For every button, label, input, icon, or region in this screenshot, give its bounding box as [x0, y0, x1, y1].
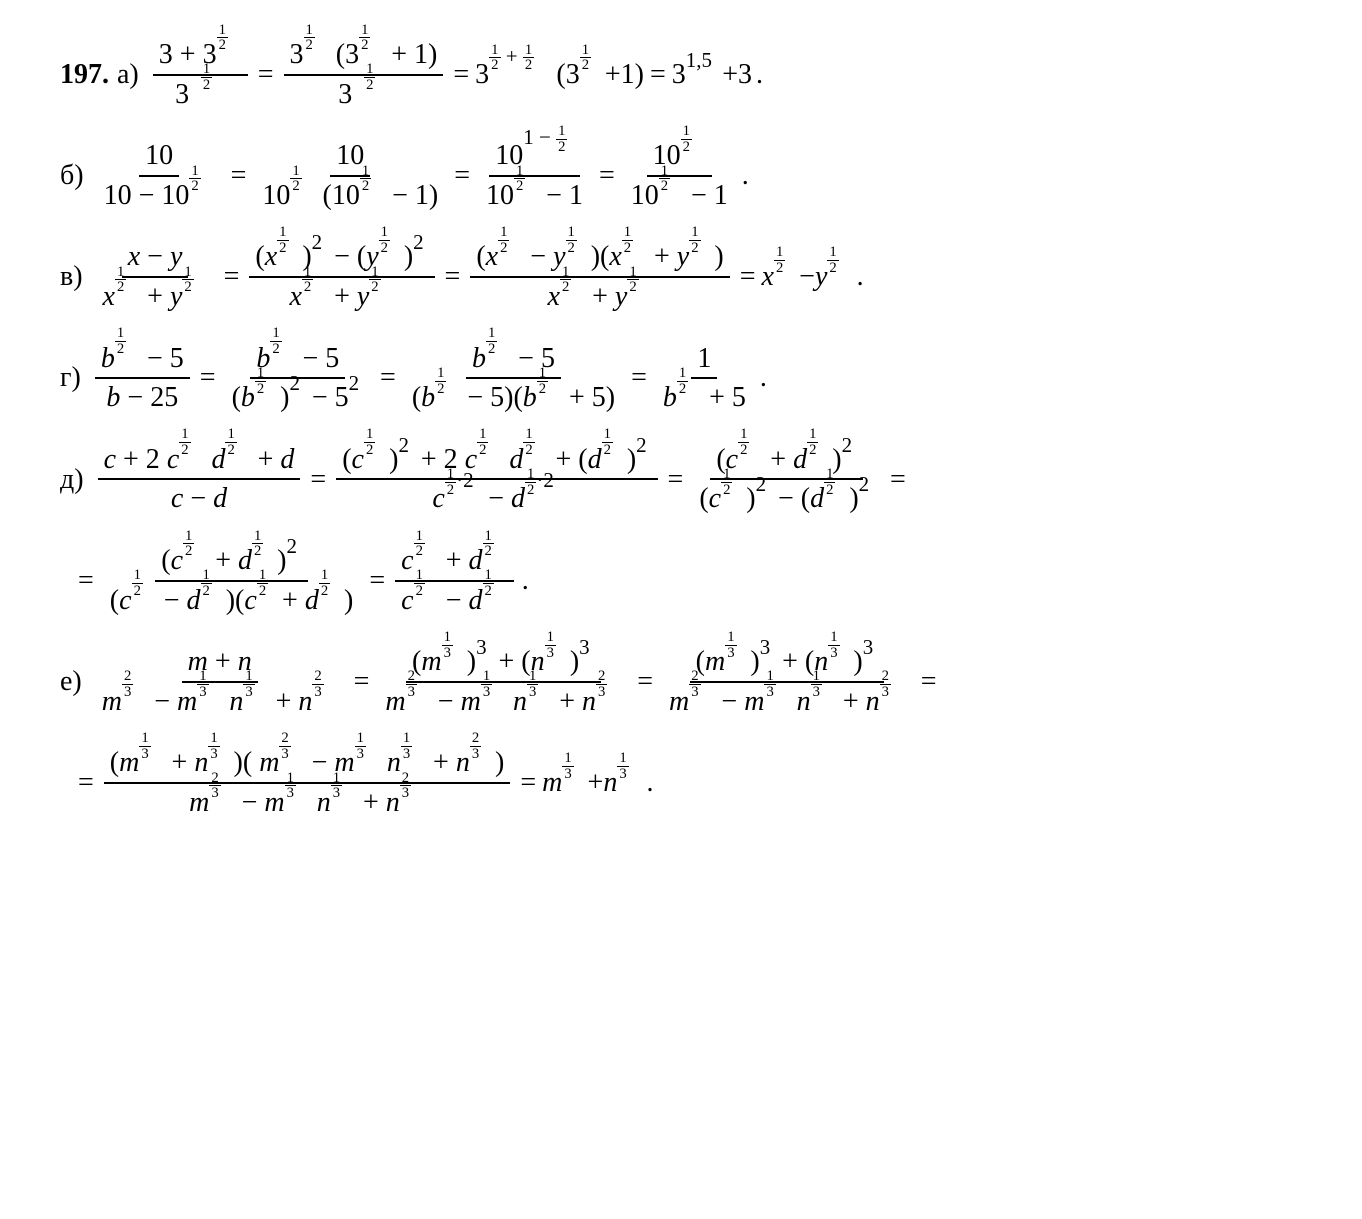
frac-b-3: 101 − 12 1012 − 1: [480, 139, 589, 212]
problem-e-line1: е) m + n m23 − m13 n13 + n23 = (m13)3 + …: [60, 645, 1322, 718]
frac-g-1: b12 − 5 b − 25: [95, 342, 190, 415]
frac-d-3: (c12 + d12)2 (c12)2 − (d12)2: [693, 443, 880, 516]
label-v: в): [60, 260, 83, 294]
problem-a: 197. а) 3 + 312 3−12 = 312 (312 + 1) 3−1…: [60, 38, 1322, 111]
problem-number: 197.: [60, 58, 109, 92]
frac-a-2: 312 (312 + 1) 3−12: [284, 38, 444, 111]
frac-v-2: (x12)2 − (y12)2 x12 + y12: [249, 240, 434, 313]
label-b: б): [60, 159, 84, 193]
frac-v-3: (x12 − y12)(x12 + y12) x12 + y12: [470, 240, 729, 313]
equals: =: [258, 58, 274, 92]
problem-d-line1: д) c + 2 c12 d12 + d c − d = (c12)2 + 2 …: [60, 443, 1322, 516]
problem-d-line2: = (c12 + d12)2 (c12 − d12)(c12+ d12) = c…: [72, 544, 1322, 617]
frac-e-4: (m13 + n13)( m23 − m13 n13 + n23) m23 − …: [104, 746, 511, 819]
label-e: е): [60, 665, 82, 699]
frac-b-1: 10 10 − 1012: [98, 139, 221, 212]
frac-g-4: 1 b12 + 5: [657, 342, 752, 415]
frac-a-1: 3 + 312 3−12: [153, 38, 248, 111]
frac-d-2: (c12)2 + 2 c12 d12 + (d12)2 c12·2 − d12·…: [336, 443, 657, 516]
math-document: 197. а) 3 + 312 3−12 = 312 (312 + 1) 3−1…: [0, 0, 1362, 1219]
frac-g-3: b12 − 5 (b12 − 5)(b12 + 5): [406, 342, 621, 415]
problem-b: б) 10 10 − 1012 = 10 1012 (1012 − 1) = 1…: [60, 139, 1322, 212]
frac-b-4: 1012 1012 − 1: [625, 139, 734, 212]
problem-v: в) x − y x12 + y12 = (x12)2 − (y12)2 x12…: [60, 240, 1322, 313]
frac-d-5: c12 + d12 c12 − d12: [395, 544, 514, 617]
frac-e-3: (m13)3 + (n13)3 m23 − m13 n13 + n23: [663, 645, 911, 718]
frac-d-1: c + 2 c12 d12 + d c − d: [98, 443, 301, 516]
period: .: [756, 58, 763, 92]
frac-b-2: 10 1012 (1012 − 1): [256, 139, 444, 212]
frac-e-2: (m13)3 + (n13)3 m23 − m13 n13 + n23: [379, 645, 627, 718]
problem-g: г) b12 − 5 b − 25 = b12 − 5 (b12)2 − 52 …: [60, 342, 1322, 415]
problem-e-line2: = (m13 + n13)( m23 − m13 n13 + n23) m23 …: [72, 746, 1322, 819]
frac-d-4: (c12 + d12)2 (c12 − d12)(c12+ d12): [104, 544, 360, 617]
frac-e-1: m + n m23 − m13 n13 + n23: [96, 645, 344, 718]
frac-v-1: x − y x12 + y12: [97, 240, 214, 313]
frac-g-2: b12 − 5 (b12)2 − 52: [226, 342, 370, 415]
label-g: г): [60, 361, 81, 395]
label-d: д): [60, 463, 84, 497]
label-a: а): [117, 58, 139, 92]
